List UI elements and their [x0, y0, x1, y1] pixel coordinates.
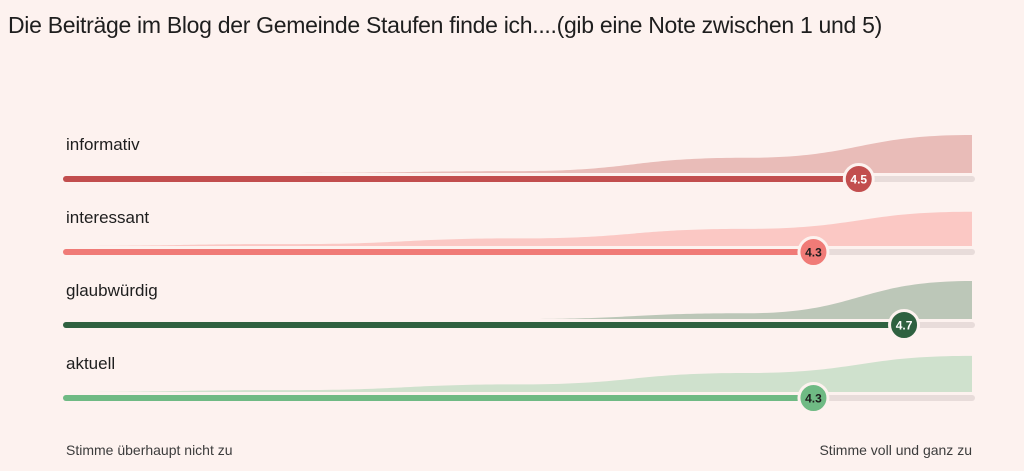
row-label: glaubwürdig	[66, 281, 158, 300]
value-knob[interactable]	[842, 163, 875, 195]
value-knob[interactable]	[888, 309, 921, 341]
value-label: 4.3	[805, 392, 822, 406]
scale-max-label: Stimme voll und ganz zu	[819, 442, 972, 458]
row-label: interessant	[66, 208, 149, 227]
value-label: 4.5	[850, 173, 867, 187]
distribution-area	[66, 135, 972, 173]
chart-title: Die Beiträge im Blog der Gemeinde Staufe…	[8, 12, 882, 38]
distribution-area	[66, 281, 972, 319]
value-label: 4.3	[805, 246, 822, 260]
row-label: informativ	[66, 135, 140, 154]
value-label: 4.7	[896, 319, 913, 333]
distribution-area	[66, 355, 972, 392]
value-knob[interactable]	[797, 382, 830, 414]
value-knob[interactable]	[797, 236, 830, 268]
scale-min-label: Stimme überhaupt nicht zu	[66, 442, 233, 458]
row-label: aktuell	[66, 354, 115, 373]
distribution-area	[66, 211, 972, 246]
